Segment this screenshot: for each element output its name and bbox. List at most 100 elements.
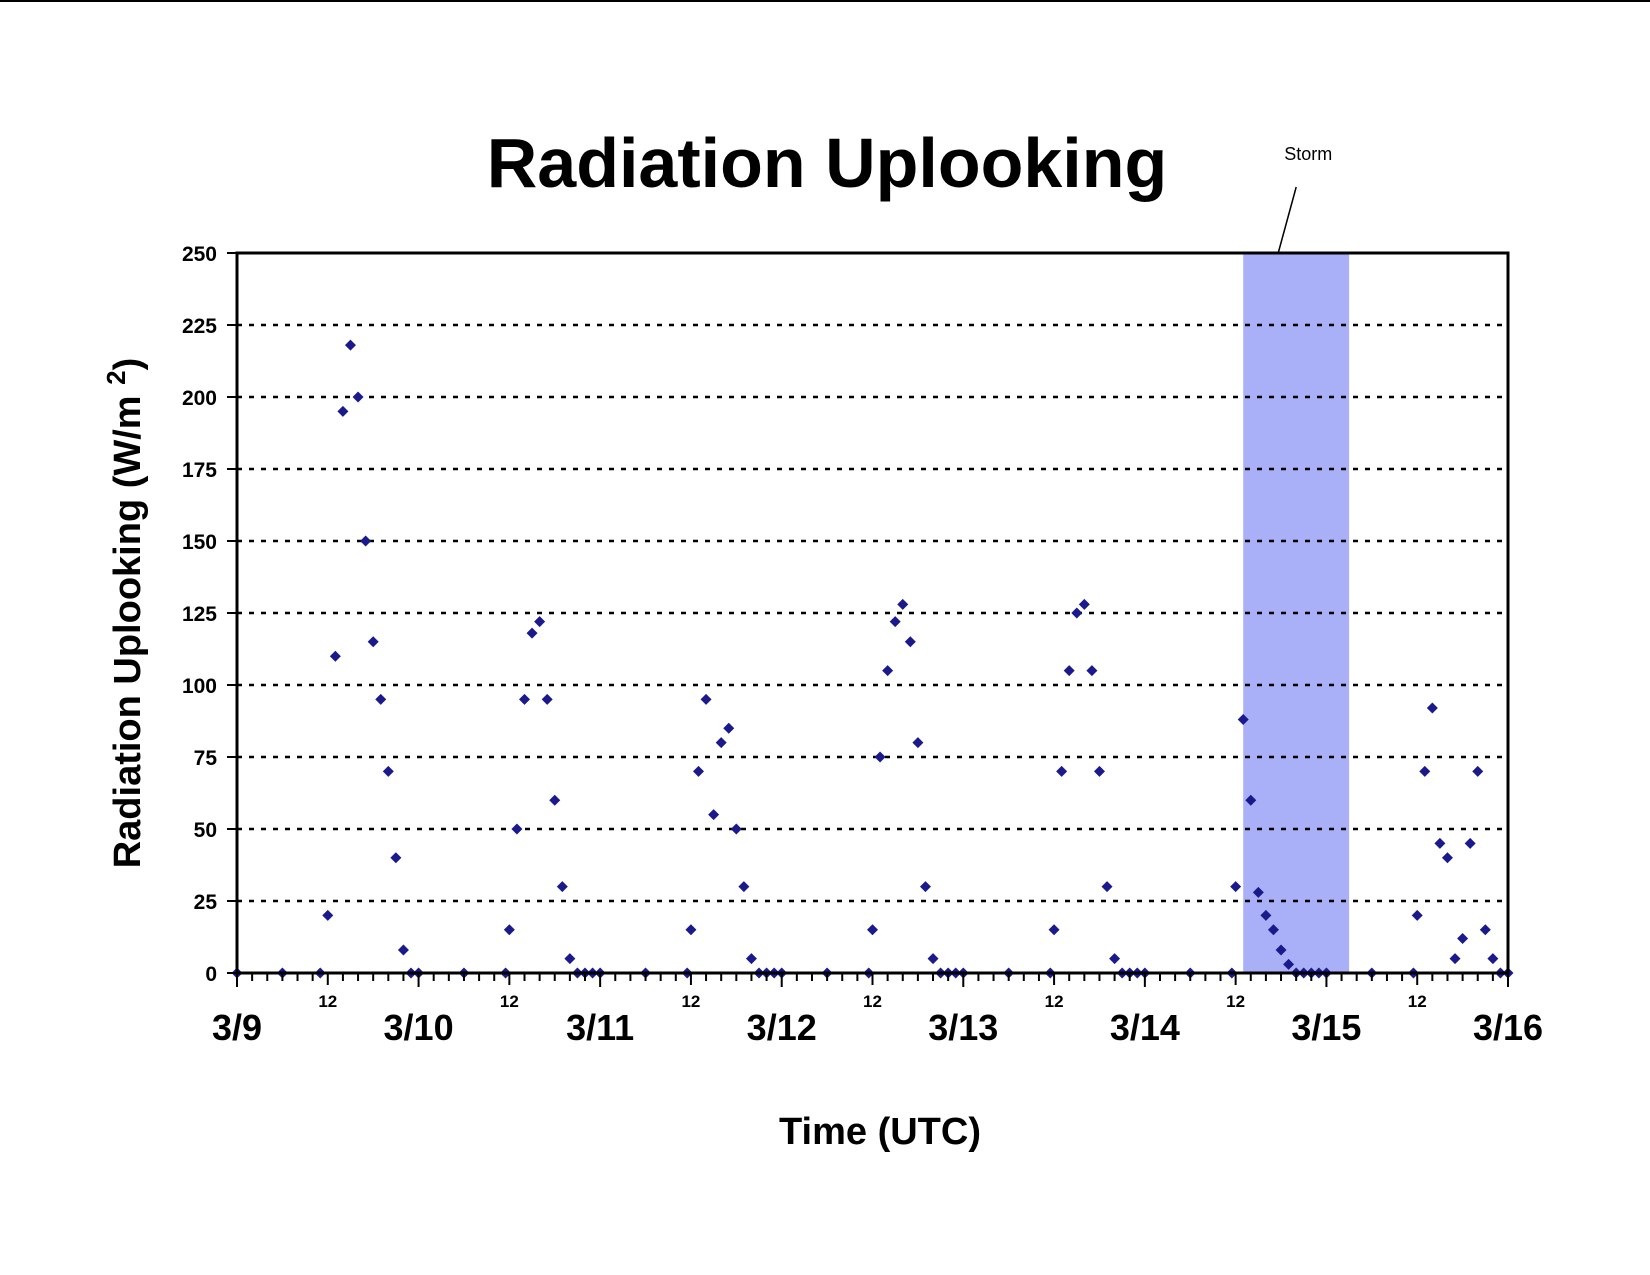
data-point [1101, 881, 1113, 893]
y-tick-label: 250 [182, 243, 217, 266]
data-point [1230, 881, 1242, 893]
data-point [1479, 924, 1491, 936]
y-tick-label: 50 [194, 819, 217, 842]
data-point [352, 391, 364, 403]
data-point [1457, 932, 1469, 944]
data-point [897, 598, 909, 610]
data-point [534, 616, 546, 628]
data-point [1472, 765, 1484, 777]
y-tick-label: 225 [182, 315, 217, 338]
chart-title: Radiation Uplooking [487, 124, 1168, 202]
data-point [1245, 794, 1257, 806]
data-point [1237, 714, 1249, 726]
storm-annotation: Storm [1243, 144, 1350, 973]
data-point [1411, 909, 1423, 921]
y-axis-title: Radiation Uplooking (W/m 2) [101, 358, 149, 869]
data-point [738, 881, 750, 893]
x-tick-label-noon: 12 [1045, 992, 1064, 1011]
x-tick-label-day: 3/15 [1291, 1007, 1361, 1048]
storm-label: Storm [1284, 144, 1332, 164]
data-point [730, 823, 742, 835]
data-point [1426, 702, 1438, 714]
x-tick-label-day: 3/13 [928, 1007, 998, 1048]
data-point [390, 852, 402, 864]
top-border [0, 0, 1650, 2]
data-point [1449, 953, 1461, 965]
data-point [1434, 837, 1446, 849]
data-point [927, 953, 939, 965]
data-point [1078, 598, 1090, 610]
x-tick-label-day: 3/11 [566, 1007, 634, 1048]
x-tick-label-day: 3/10 [384, 1007, 454, 1048]
x-tick-label-noon: 12 [681, 992, 700, 1011]
data-point [1109, 953, 1121, 965]
data-point [360, 535, 372, 547]
y-axis-ticks: 0 25 50 75 100 125 150 175 200 225 250 [182, 243, 237, 986]
data-point [867, 924, 878, 936]
x-tick-label-day: 3/16 [1473, 1007, 1543, 1048]
data-point [1441, 852, 1453, 864]
data-point [1487, 953, 1499, 965]
x-tick-label-noon: 12 [1226, 992, 1245, 1011]
data-point [889, 616, 901, 628]
data-point [715, 737, 727, 749]
data-point [1464, 837, 1476, 849]
y-tick-label: 0 [205, 963, 217, 986]
data-point [382, 765, 394, 777]
data-point [723, 722, 735, 734]
y-tick-label: 200 [182, 387, 217, 410]
gridlines [237, 323, 1508, 903]
data-point [1093, 765, 1105, 777]
x-tick-label-day: 3/9 [212, 1007, 262, 1048]
data-point [549, 794, 561, 806]
data-point [685, 924, 697, 936]
data-points [231, 339, 1514, 979]
data-point [1267, 924, 1279, 936]
x-tick-label-noon: 12 [863, 992, 882, 1011]
data-point [1048, 924, 1060, 936]
data-point [692, 765, 704, 777]
data-point [556, 881, 568, 893]
data-point [1283, 958, 1295, 970]
data-point [882, 665, 894, 677]
data-point [1086, 665, 1098, 677]
data-point [322, 909, 334, 921]
data-point [912, 737, 924, 749]
data-point [1071, 607, 1083, 619]
data-point [700, 693, 712, 705]
data-point [904, 636, 916, 648]
y-tick-label: 175 [182, 459, 217, 482]
data-point [1056, 765, 1068, 777]
y-tick-label: 125 [182, 603, 217, 626]
data-point [511, 823, 523, 835]
data-point [1419, 765, 1431, 777]
storm-leader-line [1277, 186, 1297, 254]
y-axis-superscript: 2 [101, 370, 131, 384]
data-point [329, 650, 341, 662]
x-tick-label-day: 3/12 [747, 1007, 817, 1048]
x-tick-label-noon: 12 [500, 992, 519, 1011]
y-tick-label: 100 [182, 675, 217, 698]
y-tick-label: 75 [194, 747, 218, 770]
y-tick-label: 150 [182, 531, 217, 554]
data-point [745, 953, 757, 965]
data-point [874, 751, 886, 763]
x-axis-title: Time (UTC) [779, 1111, 981, 1153]
data-point [526, 627, 538, 639]
data-point [564, 953, 576, 965]
data-point [375, 693, 387, 705]
data-point [708, 809, 720, 821]
data-point [503, 924, 515, 936]
x-tick-label-noon: 12 [318, 992, 337, 1011]
data-point [1275, 944, 1287, 956]
data-point [541, 693, 553, 705]
data-point [1260, 909, 1272, 921]
data-point [344, 339, 356, 351]
x-tick-label-day: 3/14 [1110, 1007, 1180, 1048]
x-axis-ticks: 3/9 3/10 3/11 3/12 3/13 3/14 3/15 3/16 12 12 12 12 1… [212, 973, 1543, 1048]
data-point [337, 405, 349, 417]
data-point [919, 881, 931, 893]
x-tick-label-noon: 12 [1408, 992, 1427, 1011]
y-tick-label: 25 [194, 891, 218, 914]
